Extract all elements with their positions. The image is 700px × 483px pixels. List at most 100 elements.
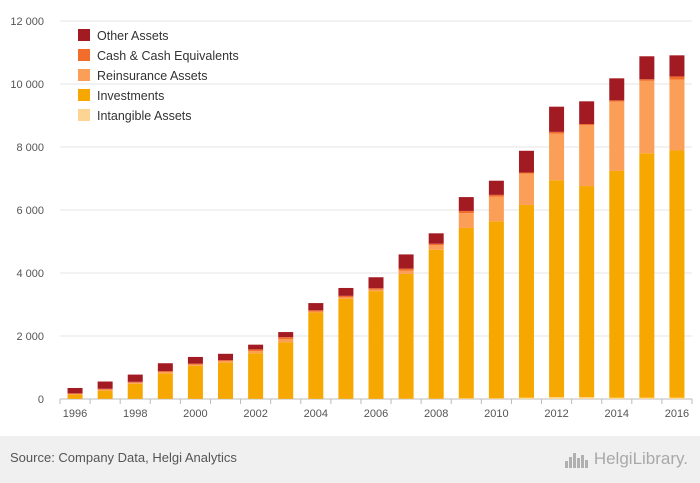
bar-segment <box>579 124 595 126</box>
bar-segment <box>669 79 685 151</box>
bar-segment <box>97 390 113 399</box>
bar-segment <box>639 56 655 80</box>
bar-segment <box>518 397 534 399</box>
bar-segment <box>398 273 414 399</box>
bar-segment <box>428 245 444 250</box>
bar-segment <box>669 76 685 80</box>
bar-segment <box>248 350 264 354</box>
bar-segment <box>127 374 143 382</box>
legend-swatch <box>78 29 90 41</box>
bar-segment <box>278 337 294 339</box>
bar-segment <box>248 344 264 350</box>
x-tick-label: 1996 <box>63 408 87 420</box>
x-tick-label: 2004 <box>304 408 328 420</box>
brand-name: HelgiLibrary. <box>593 449 688 468</box>
x-tick-label: 2012 <box>544 408 568 420</box>
bar-segment <box>187 365 203 399</box>
bar-segment <box>157 363 173 372</box>
bar-segment <box>609 100 625 102</box>
grid-lines <box>60 20 692 400</box>
bar-segment <box>97 388 113 390</box>
x-tick-label: 2000 <box>183 408 207 420</box>
bar-segment <box>248 349 264 351</box>
bar-segment <box>368 277 384 289</box>
bar-segment <box>669 55 685 77</box>
bar-segment <box>458 213 474 228</box>
bar-segment <box>368 289 384 292</box>
bar-segment <box>639 80 655 154</box>
bar-segment <box>368 291 384 399</box>
bar-segment <box>338 295 354 298</box>
bar-segment <box>669 150 685 398</box>
legend-swatch <box>78 109 90 121</box>
bar-segment <box>157 373 173 399</box>
bars <box>67 55 685 399</box>
bar-segment <box>97 381 113 389</box>
bar-segment <box>639 79 655 81</box>
bar-segment <box>127 382 143 384</box>
bar-segment <box>488 196 504 222</box>
y-tick-label: 6 000 <box>16 205 44 217</box>
x-tick-label: 1998 <box>123 408 147 420</box>
bar-segment <box>187 363 203 365</box>
bar-segment <box>308 312 324 399</box>
x-tick-label: 2006 <box>364 408 388 420</box>
bar-segment <box>549 133 565 181</box>
bar-segment <box>398 270 414 274</box>
x-tick-label: 2014 <box>605 408 629 420</box>
legend-label: Other Assets <box>97 29 169 43</box>
bar-segment <box>549 397 565 399</box>
bar-segment <box>428 233 444 244</box>
footer: Source: Company Data, Helgi Analytics He… <box>0 436 700 483</box>
bar-segment <box>609 101 625 171</box>
bar-segment <box>398 268 414 271</box>
bar-segment <box>488 221 504 399</box>
bar-segment <box>308 311 324 313</box>
y-tick-label: 8 000 <box>16 142 44 154</box>
x-tick-label: 2008 <box>424 408 448 420</box>
bar-segment <box>428 243 444 246</box>
bar-segment <box>639 397 655 399</box>
legend-label: Cash & Cash Equivalents <box>97 49 239 63</box>
x-axis: 1996 1998 2000 2002 2004 2006 2008 2010 2012 2014… <box>59 399 693 420</box>
bar-segment <box>549 106 565 132</box>
bar-segment <box>518 150 534 173</box>
y-tick-label: 4 000 <box>16 268 44 280</box>
bar-segment <box>278 338 294 343</box>
bar-segment <box>368 288 384 290</box>
bar-segment <box>458 398 474 399</box>
bar-segment <box>67 387 83 394</box>
library-icon <box>564 453 588 468</box>
legend-label: Reinsurance Assets <box>97 69 207 83</box>
bar-segment <box>549 131 565 134</box>
bar-segment <box>97 389 113 391</box>
legend-label: Intangible Assets <box>97 109 192 123</box>
legend-swatch <box>78 89 90 101</box>
bar-segment <box>579 101 595 125</box>
bar-segment <box>157 372 173 374</box>
bar-segment <box>458 197 474 211</box>
x-tick-label: 2010 <box>484 408 508 420</box>
bar-segment <box>187 364 203 366</box>
bar-segment <box>488 180 504 195</box>
bar-segment <box>127 381 143 383</box>
bar-segment <box>458 227 474 399</box>
bar-segment <box>518 173 534 205</box>
y-axis-ticks: 0 2 000 4 000 6 000 8 000 10 000 12 000 <box>10 16 44 406</box>
bar-segment <box>609 78 625 101</box>
source-note: Source: Company Data, Helgi Analytics <box>10 450 237 465</box>
bar-segment <box>308 310 324 312</box>
y-tick-label: 10 000 <box>10 79 44 91</box>
bar-segment <box>338 297 354 299</box>
bar-segment <box>218 361 234 363</box>
bar-segment <box>579 397 595 399</box>
bar-segment <box>248 353 264 399</box>
bar-segment <box>639 153 655 398</box>
y-tick-label: 0 <box>38 394 44 406</box>
bar-segment <box>67 394 83 399</box>
y-tick-label: 12 000 <box>10 16 44 28</box>
bar-segment <box>157 371 173 373</box>
bar-segment <box>488 194 504 197</box>
brand-logo[interactable]: HelgiLibrary. <box>564 448 688 470</box>
bar-segment <box>218 360 234 362</box>
